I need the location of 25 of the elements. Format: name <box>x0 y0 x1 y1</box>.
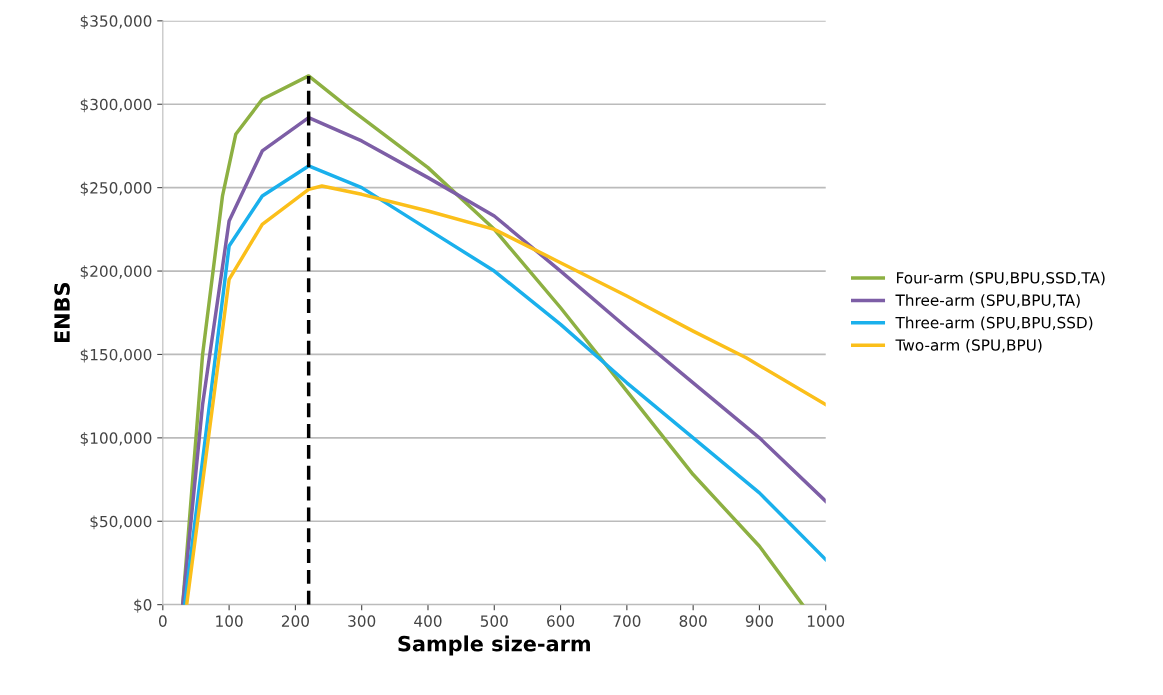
x-tick-label: 1000 <box>807 615 845 627</box>
y-tick-label: $300,000 <box>80 98 152 113</box>
x-tick-label: 200 <box>281 615 309 627</box>
x-tick-label: 700 <box>613 615 641 627</box>
y-tick-label: $0 <box>134 598 152 613</box>
x-tick-label: 0 <box>158 615 167 627</box>
y-tick-label: $250,000 <box>80 181 152 196</box>
legend-label: Two-arm (SPU,BPU) <box>895 339 1042 353</box>
y-axis-title: ENBS <box>54 283 70 343</box>
x-tick-label: 900 <box>745 615 773 627</box>
y-tick-label: $100,000 <box>80 432 152 446</box>
legend-label: Three-arm (SPU,BPU,TA) <box>895 294 1080 308</box>
y-tick-label: $350,000 <box>80 15 152 29</box>
legend-label: Three-arm (SPU,BPU,SSD) <box>895 316 1093 331</box>
x-tick-label: 500 <box>480 615 508 627</box>
y-tick-label: $150,000 <box>80 348 152 363</box>
x-tick-label: 300 <box>348 615 376 627</box>
y-tick-label: $50,000 <box>90 515 152 530</box>
legend-label: Four-arm (SPU,BPU,SSD,TA) <box>897 271 1105 286</box>
x-tick-label: 600 <box>547 615 575 627</box>
x-tick-label: 100 <box>216 615 243 627</box>
x-tick-label: 400 <box>414 615 442 627</box>
y-tick-label: $200,000 <box>80 265 152 280</box>
x-tick-label: 800 <box>679 615 707 627</box>
x-axis-title: Sample size-arm <box>398 635 590 656</box>
